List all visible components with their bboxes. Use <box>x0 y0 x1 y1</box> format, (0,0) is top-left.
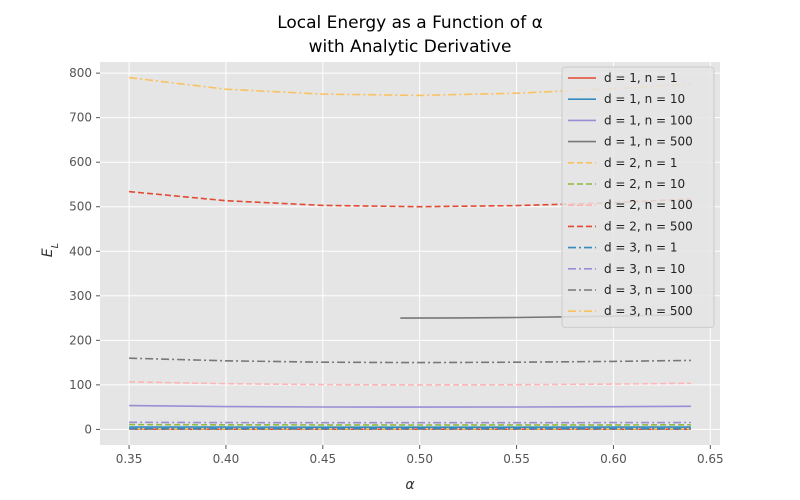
x-axis-ticks: 0.35 0.40 0.45 0.50 0.55 0.60 0.65 <box>116 445 724 466</box>
chart-title-line2: with Analytic Derivative <box>309 37 512 57</box>
legend-entry-2: d = 1, n = 10 <box>604 92 685 106</box>
x-tick-label: 0.60 <box>600 452 627 466</box>
y-tick-label: 700 <box>69 111 92 125</box>
legend-entry-8: d = 2, n = 500 <box>604 219 693 233</box>
series-line-8 <box>129 190 691 208</box>
y-axis-ticks: 0 100 200 300 400 500 600 700 800 <box>69 66 100 436</box>
legend-entry-1: d = 1, n = 1 <box>604 71 678 85</box>
legend-entry-11: d = 3, n = 100 <box>604 283 693 297</box>
legend-entry-12: d = 3, n = 500 <box>604 304 693 318</box>
legend-entry-9: d = 3, n = 1 <box>604 241 678 255</box>
y-axis-label-sub: L <box>50 243 61 249</box>
y-tick-label: 800 <box>69 66 92 80</box>
legend-entry-4: d = 1, n = 500 <box>604 135 693 149</box>
x-axis-label: α <box>405 477 415 493</box>
legend-entry-5: d = 2, n = 1 <box>604 156 678 170</box>
y-tick-label: 100 <box>69 378 92 392</box>
x-tick-label: 0.55 <box>503 452 530 466</box>
y-tick-label: 600 <box>69 155 92 169</box>
legend: d = 1, n = 1 d = 1, n = 10 d = 1, n = 100 d… <box>561 66 715 328</box>
y-tick-label: 0 <box>84 422 92 436</box>
y-axis-label: EL <box>40 243 61 257</box>
legend-entry-7: d = 2, n = 100 <box>604 198 693 212</box>
x-tick-label: 0.50 <box>406 452 433 466</box>
legend-entry-6: d = 2, n = 10 <box>604 177 685 191</box>
y-tick-label: 500 <box>69 200 92 214</box>
series-line-7 <box>129 381 691 386</box>
y-axis-label-base: E <box>40 248 56 257</box>
series-line-3 <box>129 404 691 408</box>
legend-entry-3: d = 1, n = 100 <box>604 113 693 127</box>
chart-title-line1: Local Energy as a Function of α <box>277 13 543 33</box>
legend-box <box>561 66 715 328</box>
series-line-11 <box>129 357 691 364</box>
y-tick-label: 200 <box>69 333 92 347</box>
legend-entry-10: d = 3, n = 10 <box>604 262 685 276</box>
x-tick-label: 0.40 <box>213 452 240 466</box>
x-tick-label: 0.65 <box>697 452 724 466</box>
x-tick-label: 0.35 <box>116 452 143 466</box>
y-tick-label: 300 <box>69 289 92 303</box>
x-tick-label: 0.45 <box>309 452 336 466</box>
y-tick-label: 400 <box>69 244 92 258</box>
